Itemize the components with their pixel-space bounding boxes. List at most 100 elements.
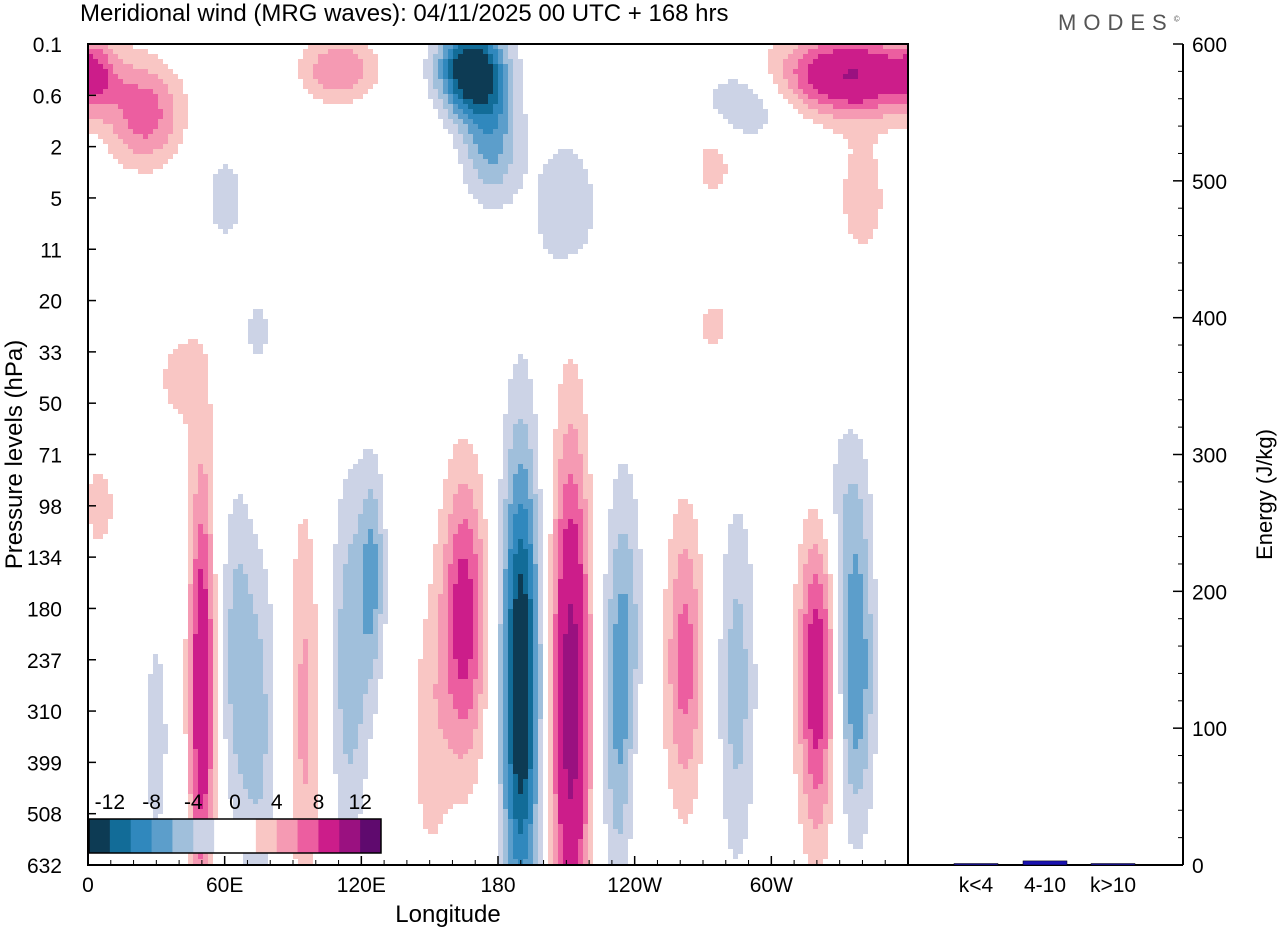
heatmap-cell <box>588 554 593 559</box>
heatmap-cell <box>443 574 448 579</box>
heatmap-cell <box>508 464 513 469</box>
heatmap-cell <box>348 519 353 524</box>
heatmap-cell <box>868 194 873 199</box>
heatmap-cell <box>133 144 138 149</box>
heatmap-cell <box>343 564 348 569</box>
heatmap-cell <box>243 579 248 584</box>
heatmap-cell <box>548 534 553 539</box>
heatmap-cell <box>533 574 538 579</box>
heatmap-cell <box>333 569 338 574</box>
heatmap-cell <box>863 204 868 209</box>
heatmap-cell <box>333 99 338 104</box>
heatmap-cell <box>88 129 93 134</box>
heatmap-cell <box>363 494 368 499</box>
heatmap-cell <box>868 609 873 614</box>
heatmap-cell <box>813 584 818 589</box>
heatmap-cell <box>583 604 588 609</box>
heatmap-cell <box>848 184 853 189</box>
heatmap-cell <box>883 69 888 74</box>
heatmap-cell <box>578 454 583 459</box>
heatmap-cell <box>173 404 178 409</box>
heatmap-cell <box>198 524 203 529</box>
heatmap-cell <box>518 469 523 474</box>
heatmap-cell <box>193 434 198 439</box>
heatmap-cell <box>868 574 873 579</box>
heatmap-cell <box>458 464 463 469</box>
heatmap-cell <box>503 149 508 154</box>
heatmap-cell <box>573 224 578 229</box>
heatmap-cell <box>528 609 533 614</box>
heatmap-cell <box>463 499 468 504</box>
heatmap-cell <box>348 499 353 504</box>
heatmap-cell <box>858 544 863 549</box>
heatmap-cell <box>493 159 498 164</box>
heatmap-cell <box>178 384 183 389</box>
heatmap-cell <box>448 539 453 544</box>
heatmap-cell <box>548 539 553 544</box>
heatmap-cell <box>98 514 103 519</box>
heatmap-cell <box>298 614 303 619</box>
heatmap-cell <box>608 529 613 534</box>
heatmap-cell <box>843 559 848 564</box>
heatmap-cell <box>818 84 823 89</box>
heatmap-cell <box>488 64 493 69</box>
heatmap-cell <box>253 564 258 569</box>
heatmap-cell <box>513 84 518 89</box>
heatmap-cell <box>293 599 298 604</box>
heatmap-cell <box>708 334 713 339</box>
heatmap-cell <box>733 579 738 584</box>
logo-mark: © <box>1173 14 1180 24</box>
heatmap-cell <box>188 464 193 469</box>
heatmap-cell <box>448 99 453 104</box>
heatmap-cell <box>233 179 238 184</box>
heatmap-cell <box>353 64 358 69</box>
heatmap-cell <box>518 614 523 619</box>
heatmap-cell <box>858 549 863 554</box>
heatmap-cell <box>338 504 343 509</box>
heatmap-cell <box>508 449 513 454</box>
heatmap-cell <box>668 569 673 574</box>
heatmap-cell <box>243 509 248 514</box>
heatmap-cell <box>468 169 473 174</box>
heatmap-cell <box>678 519 683 524</box>
heatmap-cell <box>253 604 258 609</box>
heatmap-cell <box>173 104 178 109</box>
heatmap-cell <box>93 514 98 519</box>
heatmap-cell <box>503 424 508 429</box>
heatmap-cell <box>253 539 258 544</box>
heatmap-cell <box>133 164 138 169</box>
heatmap-cell <box>298 69 303 74</box>
heatmap-cell <box>443 599 448 604</box>
heatmap-cell <box>563 189 568 194</box>
heatmap-cell <box>743 539 748 544</box>
heatmap-cell <box>508 534 513 539</box>
heatmap-cell <box>488 49 493 54</box>
heatmap-cell <box>263 569 268 574</box>
heatmap-cell <box>108 149 113 154</box>
heatmap-cell <box>138 69 143 74</box>
heatmap-cell <box>493 184 498 189</box>
heatmap-cell <box>108 104 113 109</box>
heatmap-cell <box>198 584 203 589</box>
heatmap-cell <box>843 554 848 559</box>
heatmap-cell <box>553 579 558 584</box>
heatmap-cell <box>573 594 578 599</box>
heatmap-cell <box>373 454 378 459</box>
heatmap-cell <box>688 589 693 594</box>
heatmap-cell <box>233 579 238 584</box>
heatmap-cell <box>183 399 188 404</box>
heatmap-cell <box>453 549 458 554</box>
heatmap-cell <box>568 614 573 619</box>
heatmap-cell <box>478 474 483 479</box>
heatmap-cell <box>373 569 378 574</box>
heatmap-cell <box>573 364 578 369</box>
heatmap-cell <box>468 499 473 504</box>
heatmap-cell <box>143 149 148 154</box>
heatmap-cell <box>568 394 573 399</box>
heatmap-cell <box>438 594 443 599</box>
heatmap-cell <box>353 584 358 589</box>
heatmap-cell <box>303 614 308 619</box>
heatmap-cell <box>828 54 833 59</box>
heatmap-cell <box>503 89 508 94</box>
heatmap-cell <box>133 104 138 109</box>
